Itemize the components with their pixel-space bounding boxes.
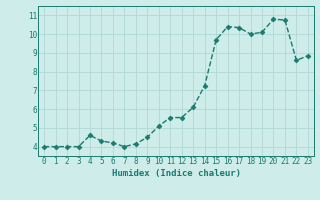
X-axis label: Humidex (Indice chaleur): Humidex (Indice chaleur) (111, 169, 241, 178)
